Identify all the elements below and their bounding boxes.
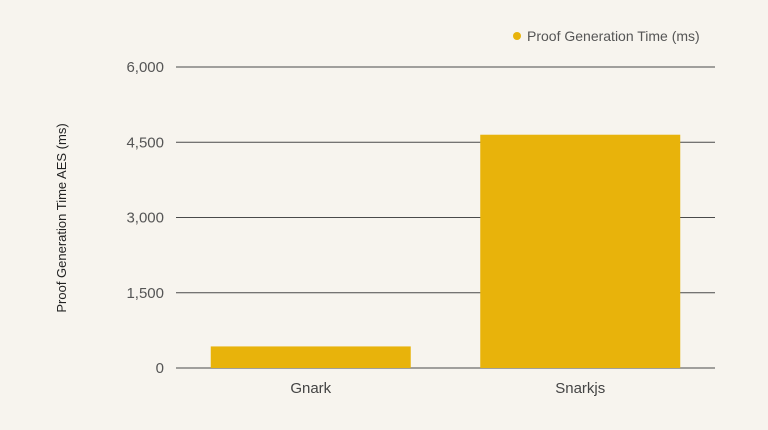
y-axis-ticks: 0 1,500 3,000 4,500 6,000 [126,59,164,377]
legend-marker [513,32,521,40]
x-tick-label: Snarkjs [555,380,605,397]
y-tick-label: 1,500 [126,285,164,302]
legend-label: Proof Generation Time (ms) [527,28,700,44]
y-tick-label: 0 [156,360,164,377]
bar-gnark [210,346,411,368]
bar-snarkjs [480,134,681,368]
y-tick-label: 4,500 [126,134,164,151]
y-tick-label: 3,000 [126,210,164,227]
legend: Proof Generation Time (ms) [513,28,700,44]
x-tick-label: Gnark [290,380,331,397]
x-axis-ticks: Gnark Snarkjs [290,380,605,397]
y-axis-label: Proof Generation Time AES (ms) [54,123,69,312]
bars [210,134,681,368]
y-tick-label: 6,000 [126,59,164,76]
